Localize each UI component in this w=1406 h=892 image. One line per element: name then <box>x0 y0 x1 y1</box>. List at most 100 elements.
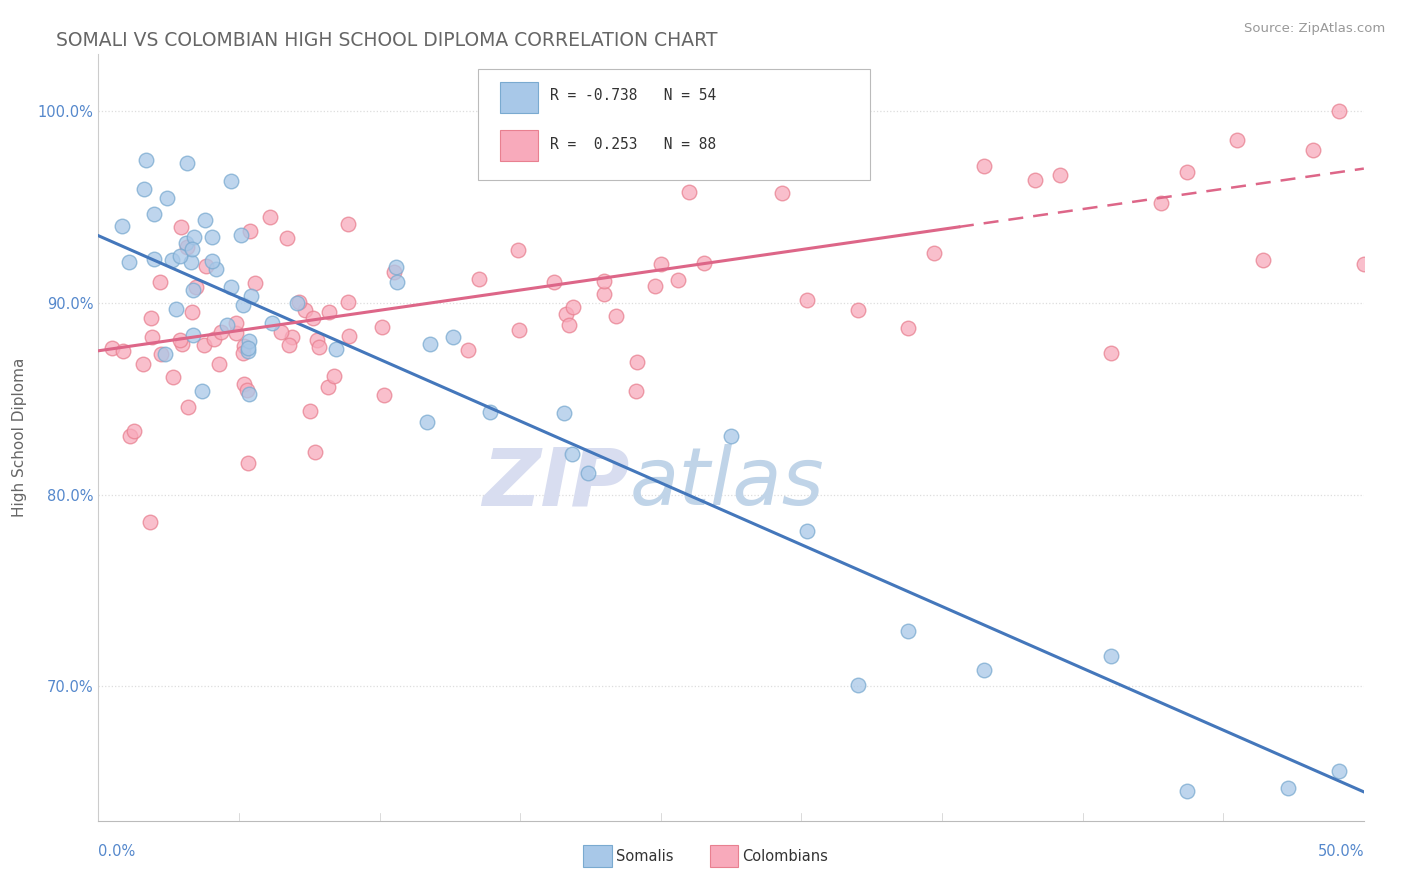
Point <box>846 677 869 691</box>
Point <box>141 330 163 344</box>
Point <box>468 272 491 286</box>
Point <box>543 275 565 289</box>
Point <box>973 159 995 173</box>
Point <box>225 326 247 340</box>
Point <box>194 260 217 274</box>
Point <box>232 377 254 392</box>
Point <box>122 424 145 438</box>
Point <box>236 344 259 359</box>
Point <box>897 624 920 638</box>
Point <box>370 320 392 334</box>
FancyBboxPatch shape <box>478 69 870 180</box>
Point <box>259 211 281 225</box>
Point <box>236 384 259 398</box>
Text: Colombians: Colombians <box>742 849 828 863</box>
Point <box>770 186 793 201</box>
Point <box>201 253 224 268</box>
Text: 50.0%: 50.0% <box>1317 844 1364 859</box>
Point <box>666 273 689 287</box>
Point <box>336 217 359 231</box>
Point <box>593 274 616 288</box>
Point <box>644 279 666 293</box>
Text: Source: ZipAtlas.com: Source: ZipAtlas.com <box>1244 22 1385 36</box>
Point <box>441 330 464 344</box>
Point <box>576 467 599 481</box>
Point <box>373 388 395 402</box>
Point <box>162 369 184 384</box>
Point <box>316 380 339 394</box>
Point <box>1353 257 1375 271</box>
Point <box>457 343 479 358</box>
Text: R = -0.738   N = 54: R = -0.738 N = 54 <box>550 88 717 103</box>
Text: ZIP: ZIP <box>482 444 630 522</box>
Point <box>382 265 405 279</box>
Point <box>605 309 627 323</box>
Point <box>1024 172 1046 186</box>
Point <box>506 243 529 257</box>
Point <box>208 357 231 371</box>
Point <box>302 310 325 325</box>
Point <box>181 328 204 343</box>
Point <box>626 384 648 398</box>
Point <box>561 300 583 314</box>
Point <box>973 663 995 677</box>
Point <box>593 287 616 301</box>
Point <box>308 340 330 354</box>
Point <box>193 338 215 352</box>
Point <box>100 341 122 355</box>
Point <box>134 182 156 196</box>
Point <box>169 249 191 263</box>
Point <box>111 343 134 358</box>
Point <box>183 229 205 244</box>
Point <box>219 174 242 188</box>
Point <box>149 275 172 289</box>
Point <box>239 224 262 238</box>
Point <box>276 231 298 245</box>
Point <box>1099 648 1122 663</box>
Point <box>225 316 247 330</box>
Text: Somalis: Somalis <box>616 849 673 863</box>
Point <box>139 515 162 529</box>
Point <box>204 262 226 277</box>
Point <box>186 280 208 294</box>
Point <box>1150 196 1173 211</box>
Text: 0.0%: 0.0% <box>98 844 135 859</box>
Point <box>299 404 322 418</box>
Point <box>650 257 672 271</box>
Point <box>172 337 194 351</box>
Text: R =  0.253   N = 88: R = 0.253 N = 88 <box>550 136 717 152</box>
Point <box>232 345 254 359</box>
Point <box>288 294 311 309</box>
Point <box>278 338 301 352</box>
Point <box>155 347 177 361</box>
Point <box>1099 345 1122 359</box>
Point <box>1277 781 1299 796</box>
Point <box>180 254 202 268</box>
Point <box>796 524 818 538</box>
Point <box>177 400 200 414</box>
Point <box>387 275 409 289</box>
Point <box>150 347 173 361</box>
Point <box>897 320 920 334</box>
Point <box>626 355 648 369</box>
Point <box>120 429 142 443</box>
Point <box>156 191 179 205</box>
Point <box>240 289 263 303</box>
Text: SOMALI VS COLOMBIAN HIGH SCHOOL DIPLOMA CORRELATION CHART: SOMALI VS COLOMBIAN HIGH SCHOOL DIPLOMA … <box>56 31 717 50</box>
Point <box>631 149 654 163</box>
Point <box>221 280 243 294</box>
Point <box>416 415 439 429</box>
Point <box>245 276 267 290</box>
Point <box>1251 252 1274 267</box>
Point <box>285 296 308 310</box>
Point <box>143 207 166 221</box>
Point <box>304 445 326 459</box>
Point <box>236 456 259 470</box>
FancyBboxPatch shape <box>499 130 537 161</box>
Point <box>1175 165 1198 179</box>
Point <box>558 318 581 333</box>
Point <box>201 229 224 244</box>
Point <box>1327 104 1350 119</box>
Point <box>294 302 316 317</box>
Point <box>215 318 238 332</box>
